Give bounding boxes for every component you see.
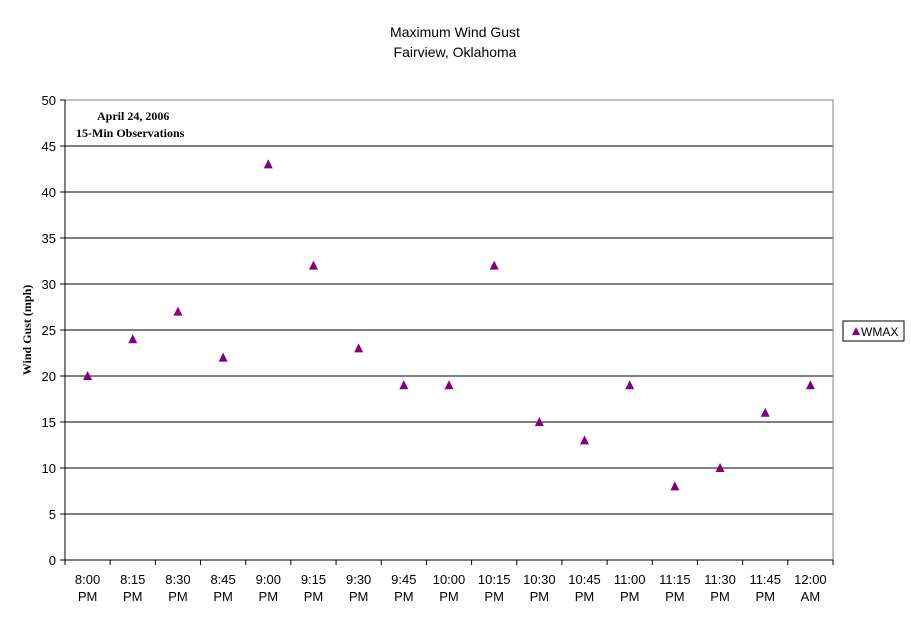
- legend: WMAX: [842, 320, 905, 342]
- x-tick-label-time: 10:00: [433, 572, 466, 587]
- y-tick-label: 20: [42, 369, 56, 384]
- x-tick-label-period: PM: [710, 589, 730, 604]
- x-tick-label-period: PM: [123, 589, 143, 604]
- x-tick-label-period: PM: [168, 589, 188, 604]
- y-tick-label: 0: [49, 553, 56, 568]
- data-point: [534, 417, 544, 426]
- x-tick-label-time: 11:00: [614, 572, 646, 587]
- annotation-observations: 15-Min Observations: [76, 126, 185, 140]
- x-tick-label-time: 8:15: [120, 572, 145, 587]
- x-tick-label-period: PM: [620, 589, 640, 604]
- chart-subtitle: Fairview, Oklahoma: [394, 44, 517, 60]
- data-point: [760, 407, 770, 417]
- x-tick-label-time: 12:00: [794, 572, 827, 587]
- x-tick-label-time: 11:15: [659, 572, 691, 587]
- x-tick-label-period: PM: [575, 589, 595, 604]
- y-tick-label: 45: [42, 139, 56, 154]
- data-point: [263, 159, 273, 169]
- gridlines: [65, 99, 833, 515]
- data-point: [580, 435, 590, 445]
- x-tick-label-period: PM: [439, 589, 459, 604]
- x-tick-label-period: AM: [801, 589, 821, 604]
- x-tick-label-period: PM: [78, 589, 98, 604]
- x-tick-label-time: 9:15: [301, 572, 326, 587]
- x-tick-label-period: PM: [213, 589, 233, 604]
- data-point: [399, 380, 409, 390]
- data-point: [173, 306, 183, 316]
- x-tick-label-period: PM: [530, 589, 550, 604]
- y-tick-label: 5: [49, 507, 56, 522]
- data-point: [308, 260, 318, 270]
- x-tick-label-time: 10:15: [478, 572, 511, 587]
- x-tick-label-time: 9:30: [346, 572, 371, 587]
- x-tick-label-period: PM: [484, 589, 504, 604]
- x-tick-label-time: 10:45: [568, 572, 601, 587]
- data-point: [625, 380, 635, 390]
- y-tick-label: 35: [42, 231, 56, 246]
- x-tick-label-time: 10:30: [523, 572, 556, 587]
- x-tick-label-time: 11:30: [704, 572, 736, 587]
- y-tick-label: 25: [42, 323, 56, 338]
- annotation-date: April 24, 2006: [97, 109, 169, 123]
- x-tick-label-time: 9:00: [256, 572, 281, 587]
- y-tick-label: 10: [42, 461, 56, 476]
- data-point: [444, 380, 454, 390]
- data-point: [354, 343, 364, 353]
- legend-marker: [852, 327, 860, 335]
- x-tick-label-period: PM: [755, 589, 775, 604]
- data-point: [489, 260, 499, 270]
- x-tick-label-time: 8:30: [165, 572, 190, 587]
- x-tick-label-period: PM: [665, 589, 685, 604]
- y-tick-label: 50: [42, 93, 56, 108]
- data-point: [805, 380, 815, 390]
- y-axis-label: Wind Gust (mph): [20, 285, 34, 375]
- x-tick-label-period: PM: [259, 589, 279, 604]
- x-tick-label-period: PM: [394, 589, 414, 604]
- x-tick-label-time: 8:00: [75, 572, 100, 587]
- x-ticks: 8:00 PM 8:15 PM 8:30 PM 8:45 PM 9:00 PM 9:15 PM 9:30…: [64, 560, 834, 604]
- legend-box: [842, 320, 905, 342]
- data-point: [715, 463, 725, 472]
- y-tick-label: 40: [42, 185, 56, 200]
- data-point: [83, 371, 93, 380]
- data-point: [128, 334, 138, 344]
- x-tick-label-time: 9:45: [391, 572, 416, 587]
- chart-title: Maximum Wind Gust: [390, 24, 520, 40]
- x-tick-label-period: PM: [304, 589, 324, 604]
- legend-label: WMAX: [861, 325, 898, 339]
- data-point: [670, 481, 680, 491]
- x-tick-label-time: 11:45: [749, 572, 781, 587]
- y-ticks: 0 5 10 15 20 25 30 35 40 45 50: [42, 93, 65, 568]
- x-tick-label-period: PM: [349, 589, 369, 604]
- data-point: [218, 352, 228, 362]
- y-tick-label: 30: [42, 277, 56, 292]
- data-points: [83, 159, 815, 491]
- x-tick-label-time: 8:45: [210, 572, 235, 587]
- y-tick-label: 15: [42, 415, 56, 430]
